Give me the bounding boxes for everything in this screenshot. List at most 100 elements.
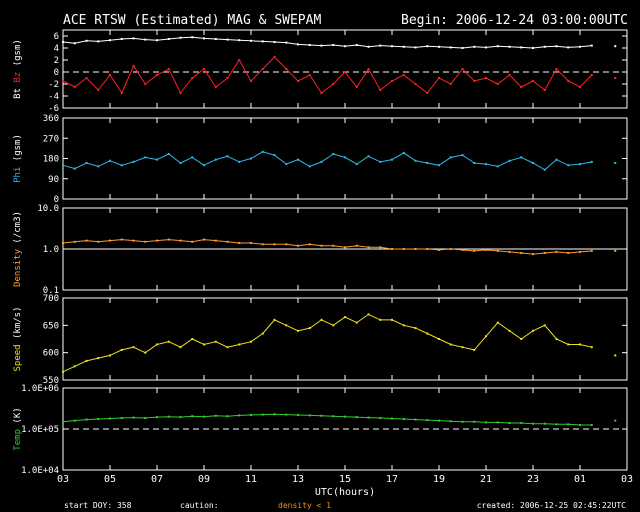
mag-series-bz-point	[555, 68, 558, 70]
mag-series-bt-point	[508, 45, 511, 48]
density-series-density-point	[567, 251, 570, 254]
mag-series-bz-point	[355, 86, 358, 88]
mag-series-bz-point	[391, 80, 393, 82]
density-series-density-point	[238, 242, 241, 245]
speed-series-speed-point	[85, 359, 88, 362]
mag-series-bz-point	[320, 92, 323, 94]
chart-begin-time: Begin: 2006-12-24 03:00:00UTC	[401, 13, 628, 28]
speed-series-speed-point	[590, 346, 593, 349]
phi-series-phi-point	[156, 158, 158, 161]
phi-series-phi-point	[97, 165, 100, 168]
mag-series-bt-point	[367, 45, 370, 48]
density-series-density-point	[285, 243, 288, 246]
mag-series-bz-point	[402, 74, 405, 76]
temp-series-temp-point	[438, 419, 440, 422]
mag-series-bz-point	[144, 83, 147, 85]
density-series-density-point	[167, 238, 170, 241]
density-ytick-label: 0.1	[43, 286, 59, 296]
density-series-density-point	[179, 239, 182, 242]
phi-series-phi-point	[308, 165, 311, 168]
temp-series-temp-point	[191, 415, 194, 418]
temp-series-temp-point	[355, 416, 358, 419]
mag-series-bt-point	[203, 37, 205, 40]
mag-series-bz-point	[379, 89, 382, 91]
mag-series-bz-line	[62, 56, 593, 95]
phi-series-phi-point	[379, 160, 382, 163]
mag-series-bt-point	[414, 46, 417, 49]
temp-series-temp-point	[62, 420, 64, 423]
mag-ytick-label: -4	[48, 92, 59, 102]
phi-series-phi-point	[532, 162, 534, 164]
density-series-density-point	[402, 248, 405, 250]
x-tick-label: 09	[198, 474, 210, 485]
temp-ytick-label: 1.0E+04	[21, 466, 59, 476]
x-tick-label: 15	[339, 474, 351, 485]
x-tick-label: 03	[621, 474, 633, 485]
mag-series-bt-point	[320, 44, 323, 47]
mag-series-bt-point	[109, 39, 111, 42]
x-tick-label: 19	[433, 474, 445, 485]
speed-series-speed-point	[179, 346, 182, 349]
density-series-density-point	[555, 250, 558, 253]
density-series-density-point	[520, 251, 523, 254]
density-series-density-point	[191, 240, 194, 243]
density-series-density-line	[62, 239, 592, 255]
phi-series-phi-point	[367, 155, 370, 158]
phi-series-phi-point	[273, 154, 276, 157]
phi-series-phi-point	[191, 156, 194, 159]
temp-series-temp-point	[473, 420, 476, 423]
temp-y-axis-label: Temp (K)	[13, 407, 23, 450]
speed-ytick-label: 550	[43, 376, 59, 386]
mag-series-bt-point	[132, 37, 135, 40]
temp-series-temp-point	[590, 424, 593, 427]
temp-series-temp-line	[62, 413, 592, 426]
mag-series-bz-point	[508, 74, 511, 76]
mag-series-bz-point	[449, 83, 452, 85]
speed-series-speed-point	[297, 329, 299, 332]
speed-series-speed-point	[508, 329, 511, 332]
speed-series-speed-point	[238, 343, 241, 346]
temp-series-temp-point	[308, 414, 311, 417]
mag-series-bz-point	[85, 77, 88, 79]
phi-series-phi-point	[109, 159, 111, 162]
mag-series-bt-point	[214, 38, 217, 40]
mag-series-bz-point	[461, 68, 464, 70]
temp-series-temp-point	[614, 419, 617, 422]
phi-series-phi-point	[261, 150, 264, 153]
mag-series-bt-point	[144, 38, 147, 41]
speed-ytick-label: 600	[43, 349, 59, 359]
mag-series-bz-point	[273, 56, 276, 58]
mag-series-bz-point	[203, 68, 205, 70]
temp-series-temp-point	[496, 421, 499, 424]
temp-series-temp-point	[532, 422, 534, 425]
phi-series-phi-point	[214, 158, 217, 161]
phi-ytick-label: 90	[48, 175, 59, 185]
density-series-density-point	[485, 248, 487, 251]
phi-series-phi-point	[355, 163, 358, 166]
density-series-density-point	[532, 253, 534, 256]
speed-series-speed-point	[614, 354, 617, 357]
speed-series-speed-point	[543, 324, 546, 327]
mag-series-bt-point	[97, 40, 100, 43]
temp-ytick-label: 1.0E+06	[21, 384, 59, 394]
mag-series-bt-point	[62, 41, 64, 43]
temp-series-temp-point	[109, 417, 111, 420]
mag-series-bz-point	[590, 74, 593, 76]
mag-series-bz-point	[167, 68, 170, 70]
mag-series-bt-point	[379, 44, 382, 47]
density-series-density-point	[414, 248, 417, 250]
speed-series-speed-point	[320, 318, 323, 321]
phi-series-phi-point	[414, 159, 417, 162]
density-series-density-point	[132, 239, 135, 242]
x-tick-label: 23	[527, 474, 539, 485]
density-series-density-point	[438, 248, 440, 251]
temp-series-temp-point	[555, 423, 558, 426]
mag-ytick-label: 4	[54, 44, 59, 54]
density-series-density-point	[426, 248, 429, 250]
speed-series-speed-point	[226, 346, 229, 349]
mag-series-bt-point	[273, 41, 276, 43]
mag-series-bz-point	[156, 74, 158, 76]
mag-series-bt-point	[485, 46, 487, 49]
mag-series-bz-point	[62, 80, 64, 82]
